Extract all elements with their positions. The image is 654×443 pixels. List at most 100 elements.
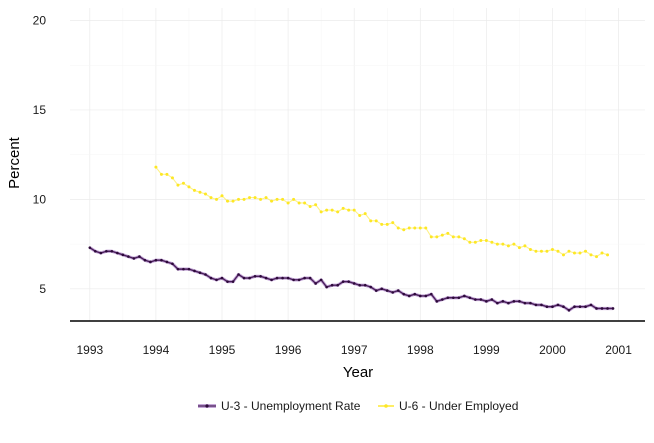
data-point <box>595 255 599 259</box>
data-point <box>226 280 229 283</box>
data-point <box>303 276 306 280</box>
data-point <box>325 208 329 212</box>
data-point <box>550 247 554 251</box>
data-point <box>595 307 598 310</box>
data-point <box>94 249 97 253</box>
x-axis-title: Year <box>343 364 373 381</box>
data-point <box>237 273 240 276</box>
data-point <box>501 242 505 246</box>
y-tick-label: 15 <box>33 103 47 117</box>
data-point <box>545 249 549 253</box>
data-point <box>540 303 543 307</box>
series-line <box>89 247 614 311</box>
y-axis-ticks: 5 10 15 20 <box>33 14 47 296</box>
data-point <box>231 199 235 203</box>
data-point <box>562 305 565 308</box>
data-point <box>584 249 588 253</box>
data-point <box>248 196 252 200</box>
legend-label: U-6 - Under Employed <box>399 399 518 413</box>
data-point <box>572 251 576 255</box>
data-point <box>159 172 163 176</box>
data-point <box>435 235 439 239</box>
x-tick-label: 1996 <box>275 343 302 357</box>
data-point <box>286 201 290 205</box>
data-point <box>446 296 450 300</box>
data-point <box>198 271 202 275</box>
data-point <box>187 185 191 189</box>
data-point <box>297 201 301 205</box>
x-tick-label: 1999 <box>473 343 500 357</box>
legend-key-point <box>205 404 209 408</box>
y-tick-label: 5 <box>39 282 46 296</box>
data-point <box>369 219 373 223</box>
data-point <box>264 276 268 280</box>
grid-lines <box>70 8 645 321</box>
data-point <box>396 289 400 292</box>
data-point <box>352 208 356 212</box>
data-point <box>446 231 450 235</box>
data-point <box>226 199 230 203</box>
data-point <box>248 276 251 280</box>
data-point <box>259 197 263 201</box>
data-point <box>358 283 361 287</box>
y-tick-label: 20 <box>33 14 47 28</box>
x-tick-label: 1997 <box>341 343 368 357</box>
data-point <box>606 307 609 310</box>
data-point <box>116 251 119 255</box>
data-point <box>352 282 356 285</box>
data-point <box>336 283 339 287</box>
data-point <box>363 212 367 216</box>
data-point <box>556 303 560 307</box>
data-point <box>479 298 483 301</box>
data-point <box>567 308 571 312</box>
data-point <box>512 300 516 303</box>
data-point <box>275 276 279 280</box>
data-point <box>127 255 130 258</box>
data-point <box>534 249 538 253</box>
data-point <box>231 280 235 283</box>
data-point <box>479 239 483 243</box>
data-point <box>463 294 466 298</box>
data-point <box>176 183 180 187</box>
data-point <box>517 246 521 250</box>
data-point <box>402 228 406 232</box>
data-point <box>413 292 417 296</box>
data-point <box>308 276 312 280</box>
data-point <box>292 197 296 201</box>
data-point <box>292 278 295 282</box>
data-point <box>237 197 241 201</box>
data-point <box>259 274 262 278</box>
y-axis-title: Percent <box>6 136 23 189</box>
data-point <box>325 285 328 289</box>
data-point <box>473 240 477 244</box>
data-point <box>286 276 290 280</box>
data-point <box>451 235 455 239</box>
data-point <box>253 196 257 200</box>
data-point <box>314 282 317 285</box>
data-point <box>242 197 246 201</box>
data-point <box>330 283 334 287</box>
data-point <box>529 301 532 305</box>
data-point <box>281 276 284 280</box>
data-point <box>275 197 279 201</box>
data-point <box>523 244 527 248</box>
data-point <box>264 196 268 200</box>
data-point <box>242 276 246 280</box>
data-point <box>578 251 582 255</box>
data-point <box>474 298 477 301</box>
data-point <box>429 292 433 296</box>
data-point <box>319 210 323 214</box>
y-tick-label: 10 <box>33 192 47 206</box>
data-point <box>402 292 406 296</box>
x-tick-label: 1998 <box>407 343 434 357</box>
data-point <box>297 278 301 282</box>
data-point <box>396 226 400 230</box>
data-point <box>220 194 224 198</box>
data-point <box>567 249 571 253</box>
data-point <box>149 260 152 264</box>
data-point <box>512 242 516 246</box>
data-point <box>193 269 196 273</box>
data-point <box>468 240 472 244</box>
data-point <box>385 289 389 292</box>
data-point <box>160 258 163 262</box>
